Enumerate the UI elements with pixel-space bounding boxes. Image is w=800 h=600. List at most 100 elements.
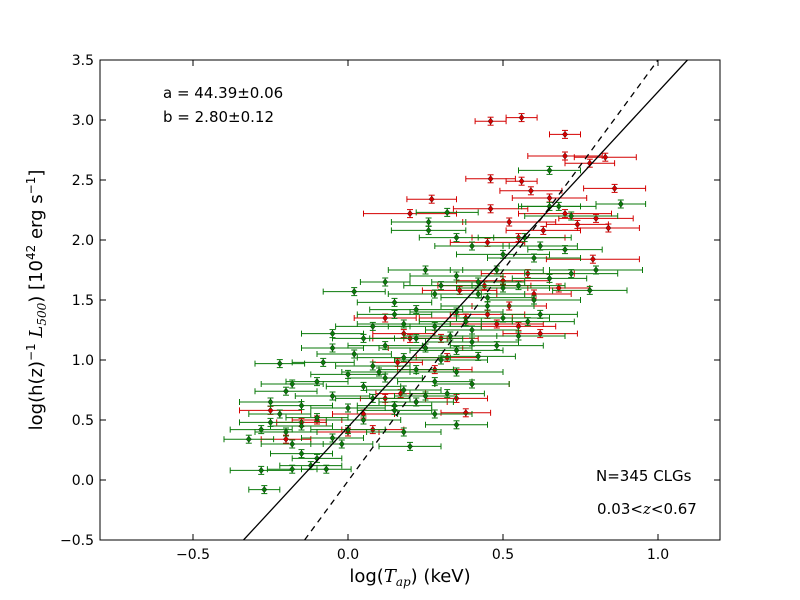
data-marker [590,255,596,263]
data-marker [298,422,305,430]
data-marker [283,387,289,395]
green-data-point [440,301,535,311]
green-data-point [409,345,504,355]
green-data-point [356,297,433,307]
data-marker [444,390,451,398]
data-marker [555,284,562,292]
green-data-point [518,165,581,175]
green-data-point [285,377,349,387]
data-marker [289,380,296,388]
green-data-point [270,401,333,411]
green-data-point [356,353,451,363]
dashed-fit-line [304,60,659,540]
data-marker [546,194,553,202]
green-data-point [434,241,510,251]
green-data-point [397,409,473,419]
red-data-point [449,237,526,247]
data-marker [351,350,358,358]
data-marker [323,465,330,473]
green-data-point [418,317,513,327]
data-marker [521,234,528,242]
green-data-point [356,309,433,319]
x-tick-label: 1.0 [647,547,669,563]
fit-parameter-b: b = 2.80±0.12 [163,108,274,126]
data-marker [500,284,506,292]
data-marker [469,326,475,334]
data-marker [329,392,336,400]
green-data-point [487,253,581,263]
green-data-point [434,379,510,389]
green-data-point [378,397,454,407]
data-marker [276,360,283,368]
data-marker [537,310,544,318]
green-data-point [502,309,578,319]
data-marker [493,342,500,350]
data-marker [382,374,389,382]
data-marker [338,440,345,448]
green-data-point [229,465,293,475]
x-tick-label: 0.5 [492,547,514,563]
data-marker [568,270,575,278]
data-marker [345,404,351,412]
data-marker [382,278,389,286]
data-marker [593,266,599,274]
green-data-point [409,389,485,399]
data-marker [425,226,432,234]
data-marker [562,210,568,218]
x-tick-label: 0.0 [337,547,359,563]
data-marker [531,254,537,262]
green-data-point [390,225,467,235]
data-marker [611,184,618,192]
y-tick-label: 0.0 [72,473,94,489]
green-data-point [325,415,402,425]
data-marker [258,426,265,434]
green-data-point [449,341,544,351]
data-marker [487,175,494,183]
green-data-point [248,485,281,495]
green-data-point [549,265,643,275]
green-data-point [356,401,433,411]
data-marker [453,272,460,280]
green-data-point [487,295,581,305]
data-marker [475,290,482,298]
data-marker [546,166,553,174]
red-data-point [549,129,581,139]
data-marker [475,352,482,360]
green-data-point [341,367,417,377]
green-data-point [301,433,364,443]
y-tick-label: 3.5 [72,53,94,69]
data-marker [261,486,268,494]
green-data-point [270,421,333,431]
green-data-point [403,331,498,341]
data-marker [298,402,305,410]
data-marker [245,435,252,443]
y-tick-label: 1.5 [72,293,94,309]
green-data-point [254,427,318,437]
green-data-point [524,269,619,279]
green-data-point [456,313,550,323]
green-data-point [456,283,550,293]
data-marker [562,152,568,160]
data-marker [283,435,289,443]
data-marker [276,410,283,418]
green-data-point [254,386,318,396]
green-data-point [260,379,324,389]
green-data-point [440,351,516,361]
red-data-point [452,204,529,214]
data-marker [283,428,289,436]
green-data-point [425,337,519,347]
data-marker [314,378,320,386]
green-data-point [378,441,442,451]
red-data-point [573,152,637,162]
green-data-point [595,199,647,209]
green-data-point [335,321,411,331]
data-marker [593,214,599,222]
data-marker [515,282,522,290]
data-marker [320,358,327,366]
data-marker [447,332,454,340]
data-marker [431,410,438,418]
data-marker [617,200,624,208]
data-marker [562,130,568,138]
data-marker [425,218,432,226]
red-data-point [505,225,581,235]
